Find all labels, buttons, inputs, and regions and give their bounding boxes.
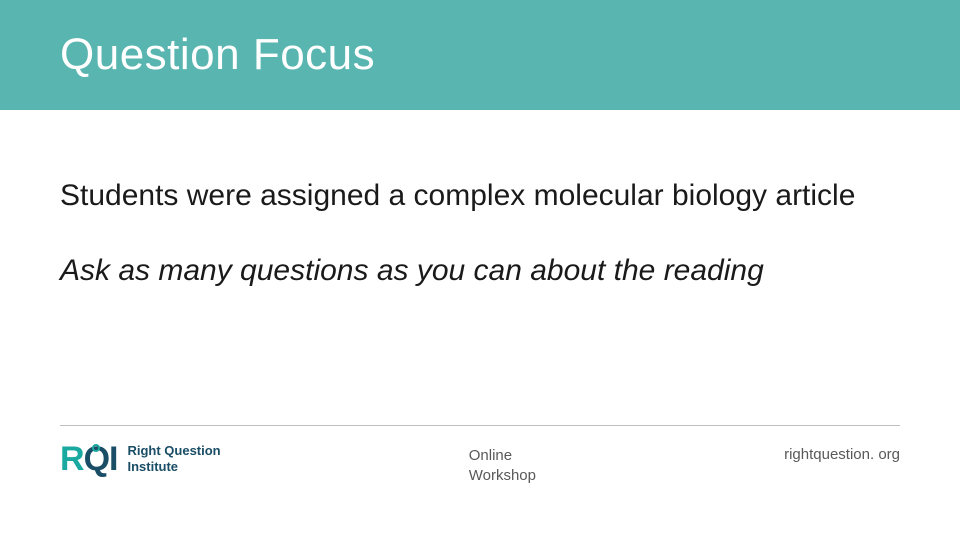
logo-name-line2: Institute xyxy=(127,459,220,475)
footer-center: Online Workshop xyxy=(469,442,536,485)
footer-row: R Q I Right Question Institute Online Wo… xyxy=(60,442,900,485)
logo-name-line1: Right Question xyxy=(127,443,220,459)
slide-title: Question Focus xyxy=(60,30,375,80)
logo-letter-r: R xyxy=(60,442,84,476)
logo-letter-i: I xyxy=(109,442,117,476)
rqi-logo-name: Right Question Institute xyxy=(127,443,220,476)
footer-divider xyxy=(60,425,900,426)
slide-body: Students were assigned a complex molecul… xyxy=(0,110,960,287)
footer-center-line2: Workshop xyxy=(469,466,536,486)
footer-url: rightquestion. org xyxy=(784,442,900,463)
logo-letter-q: Q xyxy=(84,442,109,476)
rqi-logo-mark: R Q I xyxy=(60,442,117,476)
body-text-1: Students were assigned a complex molecul… xyxy=(60,180,900,212)
body-text-2: Ask as many questions as you can about t… xyxy=(60,254,900,287)
footer-center-line1: Online xyxy=(469,446,536,466)
slide-footer: R Q I Right Question Institute Online Wo… xyxy=(60,425,900,485)
title-band: Question Focus xyxy=(0,0,960,110)
logo-q-ring-icon xyxy=(92,444,100,452)
rqi-logo: R Q I Right Question Institute xyxy=(60,442,221,476)
